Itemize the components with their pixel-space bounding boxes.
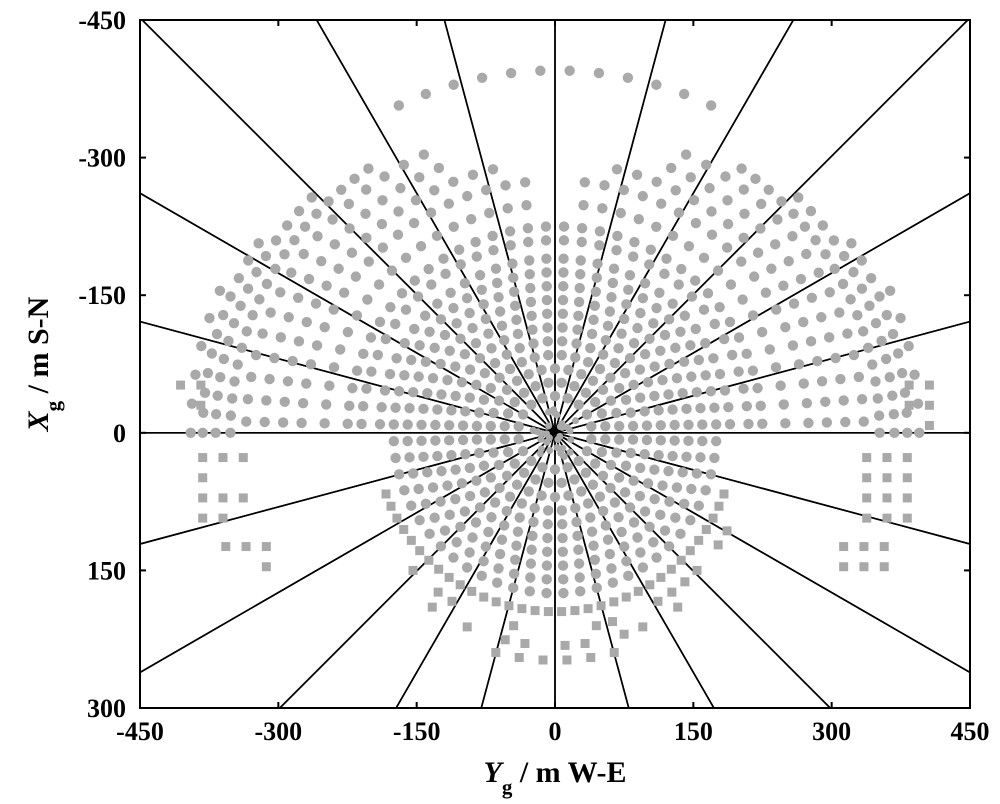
svg-text:150: 150 bbox=[674, 717, 713, 746]
svg-text:-300: -300 bbox=[78, 144, 126, 173]
svg-text:-300: -300 bbox=[254, 717, 302, 746]
svg-text:Yg / m W-E: Yg / m W-E bbox=[484, 756, 627, 799]
chart-svg: -450-300-1500150300450-450-300-150015030… bbox=[0, 0, 1000, 804]
svg-text:0: 0 bbox=[113, 419, 126, 448]
svg-text:0: 0 bbox=[549, 717, 562, 746]
svg-text:-450: -450 bbox=[78, 6, 126, 35]
svg-text:300: 300 bbox=[812, 717, 851, 746]
svg-text:300: 300 bbox=[87, 694, 126, 723]
svg-text:-150: -150 bbox=[78, 281, 126, 310]
svg-text:150: 150 bbox=[87, 556, 126, 585]
svg-text:Xg / m S-N: Xg / m S-N bbox=[22, 296, 65, 432]
svg-text:450: 450 bbox=[951, 717, 990, 746]
svg-text:-150: -150 bbox=[393, 717, 441, 746]
heliostat-field-chart: -450-300-1500150300450-450-300-150015030… bbox=[0, 0, 1000, 804]
